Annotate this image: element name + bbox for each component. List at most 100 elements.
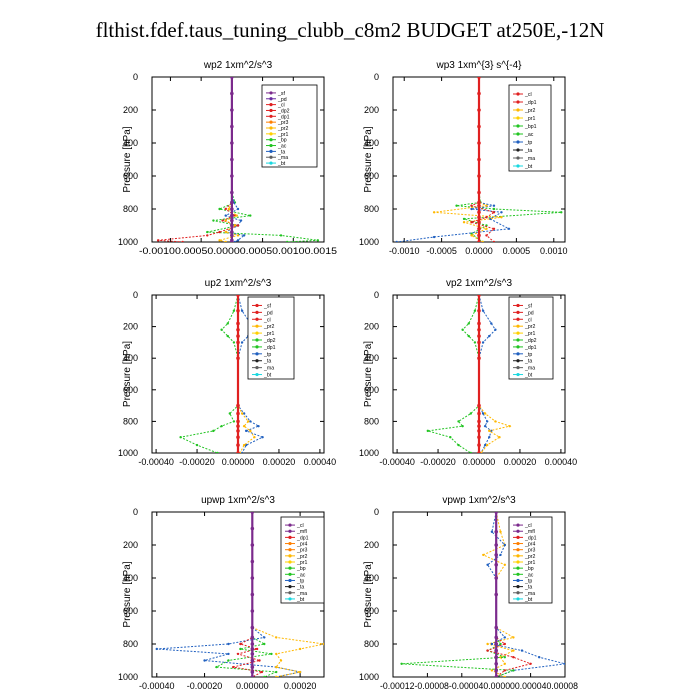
data-point xyxy=(494,512,498,514)
legend-label: _pr1 xyxy=(296,560,307,566)
legend-marker xyxy=(288,572,292,576)
legend-marker xyxy=(269,149,273,153)
data-point xyxy=(236,356,240,361)
data-point xyxy=(492,204,496,207)
chart-panel-6: vpwp 1xm^2/s^3 Pressure [hPa] 0 200 400 600 80… xyxy=(359,495,578,691)
legend-label: _pr2 xyxy=(263,324,274,330)
data-point xyxy=(236,403,240,408)
data-point xyxy=(285,240,289,242)
plot-frame xyxy=(151,76,325,243)
data-point xyxy=(250,652,255,656)
data-point xyxy=(477,429,481,433)
data-point xyxy=(236,295,240,297)
legend: _sf_pd_cl_pr2_pr1_dp2_dp1_tp_ta_ma_bt xyxy=(508,296,554,380)
data-point xyxy=(470,234,473,237)
legend-label: _pr3 xyxy=(277,120,288,126)
data-point xyxy=(470,221,473,224)
data-point xyxy=(538,656,541,659)
data-point xyxy=(236,451,240,453)
y-tick-label: 600 xyxy=(364,385,379,395)
legend-marker xyxy=(516,352,520,356)
legend-label: _dp1 xyxy=(524,535,537,541)
legend-label: _pr1 xyxy=(524,560,535,566)
legend-marker xyxy=(516,108,520,112)
data-point xyxy=(230,218,234,223)
data-point xyxy=(261,436,264,439)
y-tick-label: 1000 xyxy=(118,672,138,682)
data-point xyxy=(230,174,234,178)
data-point xyxy=(477,190,481,195)
data-point xyxy=(470,204,473,207)
data-point xyxy=(477,356,481,361)
legend-marker xyxy=(516,572,520,576)
legend-marker xyxy=(516,541,520,546)
x-tick-label: 0.00040 xyxy=(304,457,337,467)
data-point xyxy=(230,223,234,228)
y-tick-label: 800 xyxy=(123,639,138,649)
series-group xyxy=(155,512,324,677)
data-point xyxy=(512,649,515,652)
legend-marker xyxy=(516,578,520,583)
legend-marker xyxy=(516,331,520,335)
data-point xyxy=(492,227,496,230)
legend-marker xyxy=(516,372,520,377)
x-tick-label: 0.00020 xyxy=(504,457,537,467)
data-point xyxy=(236,340,240,345)
data-point xyxy=(250,559,255,564)
data-point xyxy=(477,77,481,79)
legend-marker xyxy=(516,548,520,552)
data-point xyxy=(563,662,565,665)
figure-title: flthist.fdef.taus_tuning_clubb_c8m2 BUDG… xyxy=(95,18,605,42)
series-line-dp1 xyxy=(158,77,240,242)
data-point xyxy=(477,411,481,416)
data-point xyxy=(232,420,236,423)
data-point xyxy=(236,321,240,326)
y-tick-label: 800 xyxy=(364,416,379,426)
x-tick-label: 0.00000 xyxy=(236,681,269,691)
data-point xyxy=(250,675,255,677)
data-point xyxy=(239,642,242,646)
series-line-pr1 xyxy=(482,512,515,677)
legend-label: _cl xyxy=(277,103,285,109)
y-tick-label: 200 xyxy=(364,540,379,550)
chart-panel-1: wp2 1xm^2/s^3 Pressure [hPa] 0 200 400 600 800… xyxy=(118,60,337,256)
legend-label: _pr3 xyxy=(296,548,307,554)
data-point xyxy=(230,233,234,238)
legend-label: _pr1 xyxy=(263,331,274,337)
data-point xyxy=(275,636,278,639)
data-point xyxy=(195,443,199,447)
x-tick-label: -0.00040 xyxy=(379,457,415,467)
legend-label: _ta xyxy=(296,585,304,591)
data-point xyxy=(250,526,255,531)
series-line-bp xyxy=(214,512,277,677)
legend-label: _pd xyxy=(263,310,273,316)
y-tick-label: 200 xyxy=(364,105,379,115)
data-point xyxy=(236,443,240,447)
x-tick-label: 0.00000 xyxy=(463,457,496,467)
legend-marker xyxy=(255,310,259,314)
x-tick-label: 0.0010 xyxy=(540,246,568,256)
data-point xyxy=(316,239,320,242)
data-point xyxy=(461,424,464,428)
data-point xyxy=(250,642,255,646)
series-line-tp xyxy=(156,512,301,677)
data-point xyxy=(477,124,481,129)
legend-marker xyxy=(288,529,292,533)
data-point xyxy=(224,214,227,217)
series-line-pr1 xyxy=(478,295,512,453)
data-point xyxy=(477,174,481,178)
legend-marker xyxy=(516,303,520,308)
legend-marker xyxy=(288,585,292,589)
data-point xyxy=(263,636,266,639)
legend-marker xyxy=(255,366,259,370)
data-point xyxy=(156,239,160,242)
data-point xyxy=(236,207,240,211)
legend-marker xyxy=(288,560,292,564)
data-point xyxy=(457,443,460,447)
y-tick-label: 400 xyxy=(364,353,379,363)
data-point xyxy=(212,429,215,433)
data-point xyxy=(469,412,473,415)
legend-marker xyxy=(516,529,520,533)
series-line-pr2 xyxy=(434,77,502,242)
data-point xyxy=(232,665,235,669)
